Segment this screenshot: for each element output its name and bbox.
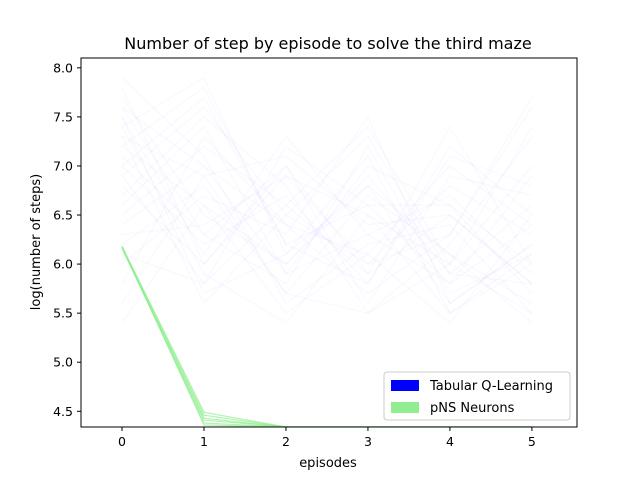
series-pns-neurons: [121, 246, 532, 427]
y-tick-label: 7.0: [53, 158, 73, 173]
plot-frame: [80, 57, 578, 428]
pns-neurons-run-line: [121, 248, 532, 427]
x-axis-label: episodes: [299, 456, 357, 471]
x-tick-label: 4: [446, 434, 454, 449]
x-tick-label: 2: [282, 434, 290, 449]
legend-label-tabular-q-learning: Tabular Q-Learning: [429, 379, 553, 394]
pns-neurons-run-line: [121, 246, 532, 427]
y-tick-label: 8.0: [53, 60, 73, 75]
chart-title: Number of step by episode to solve the t…: [124, 34, 531, 53]
y-tick-label: 5.5: [53, 306, 73, 321]
series-layer: [121, 246, 532, 427]
x-tick-label: 5: [528, 434, 536, 449]
y-tick-label: 6.5: [53, 208, 73, 223]
x-tick-label: 0: [118, 434, 126, 449]
y-axis-ticks: 4.5 5.0 5.5 6.0 6.5 7.0 7.5 8.0: [53, 60, 81, 419]
x-tick-label: 1: [200, 434, 208, 449]
legend: Tabular Q-Learning pNS Neurons: [383, 371, 571, 421]
legend-swatch-tabular-q-learning: [391, 380, 419, 391]
y-axis-label: log(number of steps): [29, 174, 44, 310]
legend-swatch-pns-neurons: [391, 402, 419, 413]
x-tick-label: 3: [364, 434, 372, 449]
pns-neurons-run-line: [121, 247, 532, 427]
y-tick-label: 6.0: [53, 257, 73, 272]
pns-neurons-run-line: [121, 246, 532, 427]
y-tick-label: 4.5: [53, 404, 73, 419]
pns-neurons-run-line: [121, 246, 532, 427]
legend-box: [383, 371, 571, 421]
x-axis-ticks: 0 1 2 3 4 5: [118, 427, 536, 449]
legend-label-pns-neurons: pNS Neurons: [430, 401, 515, 416]
y-tick-label: 5.0: [53, 355, 73, 370]
y-tick-label: 7.5: [53, 109, 73, 124]
